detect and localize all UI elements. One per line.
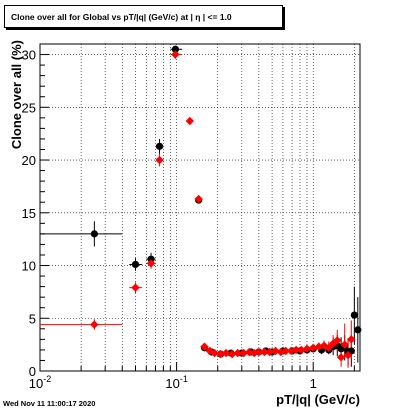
data-point-diamond [324,343,333,352]
error-bars [40,46,359,368]
data-point-diamond [347,335,356,344]
data-point-diamond [333,336,342,345]
data-point-diamond [210,348,219,358]
data-point-diamond [155,155,164,165]
data-point-diamond [221,348,231,358]
data-point-diamond [146,259,156,268]
data-point-diamond [302,344,312,354]
data-point-diamond [254,347,264,357]
y-tick-label: 15 [22,206,36,221]
grid-lines [40,44,360,371]
data-point-diamond [185,116,195,126]
data-point-circle [171,45,180,53]
y-tick-label: 5 [29,311,36,326]
data-point-circle [350,311,358,319]
timestamp: Wed Nov 11 11:00:17 2020 [3,399,96,408]
data-point-circle [354,326,362,334]
data-point-diamond [233,348,242,358]
data-point-diamond [336,353,346,362]
data-point-diamond [281,346,291,356]
data-point-diamond [340,340,349,349]
data-point-circle [90,230,98,238]
data-point-diamond [200,342,209,351]
axis-ticks: 0 5 10 15 20 25 30 10-2 10-1 1 [22,43,355,391]
data-point-diamond [131,283,140,292]
y-tick-label: 10 [22,259,36,274]
x-tick-label: 1 [310,376,317,391]
chart-title: Clone over all for Global vs pT/|q| (GeV… [4,5,283,28]
data-point-diamond [90,320,99,329]
data-point-diamond [260,347,269,357]
data-point-diamond [265,347,274,357]
plot-frame [39,43,361,372]
x-tick-label: 10-1 [165,374,187,391]
data-point-diamond [291,345,301,355]
data-point-diamond [171,50,180,59]
y-axis-label: Clone over all (%) [9,40,24,149]
data-point-diamond [309,343,318,352]
data-point-circle [147,255,155,263]
data-point-diamond [297,345,306,355]
data-point-diamond [227,349,237,359]
data-point-diamond [194,194,203,204]
data-point-diamond [239,348,248,358]
x-tick-label: 10-2 [29,374,51,391]
y-tick-label: 30 [22,48,36,63]
y-tick-label: 25 [22,100,36,115]
x-axis-label: pT/|q| (GeV/c) [276,392,360,407]
data-point-circle [131,260,140,269]
data-point-circle [155,142,164,150]
data-point-diamond [271,346,280,356]
data-point-diamond [343,350,353,360]
y-tick-label: 0 [29,364,36,379]
y-tick-label: 20 [22,153,36,168]
data-point-diamond [216,349,225,359]
data-markers [90,45,362,362]
